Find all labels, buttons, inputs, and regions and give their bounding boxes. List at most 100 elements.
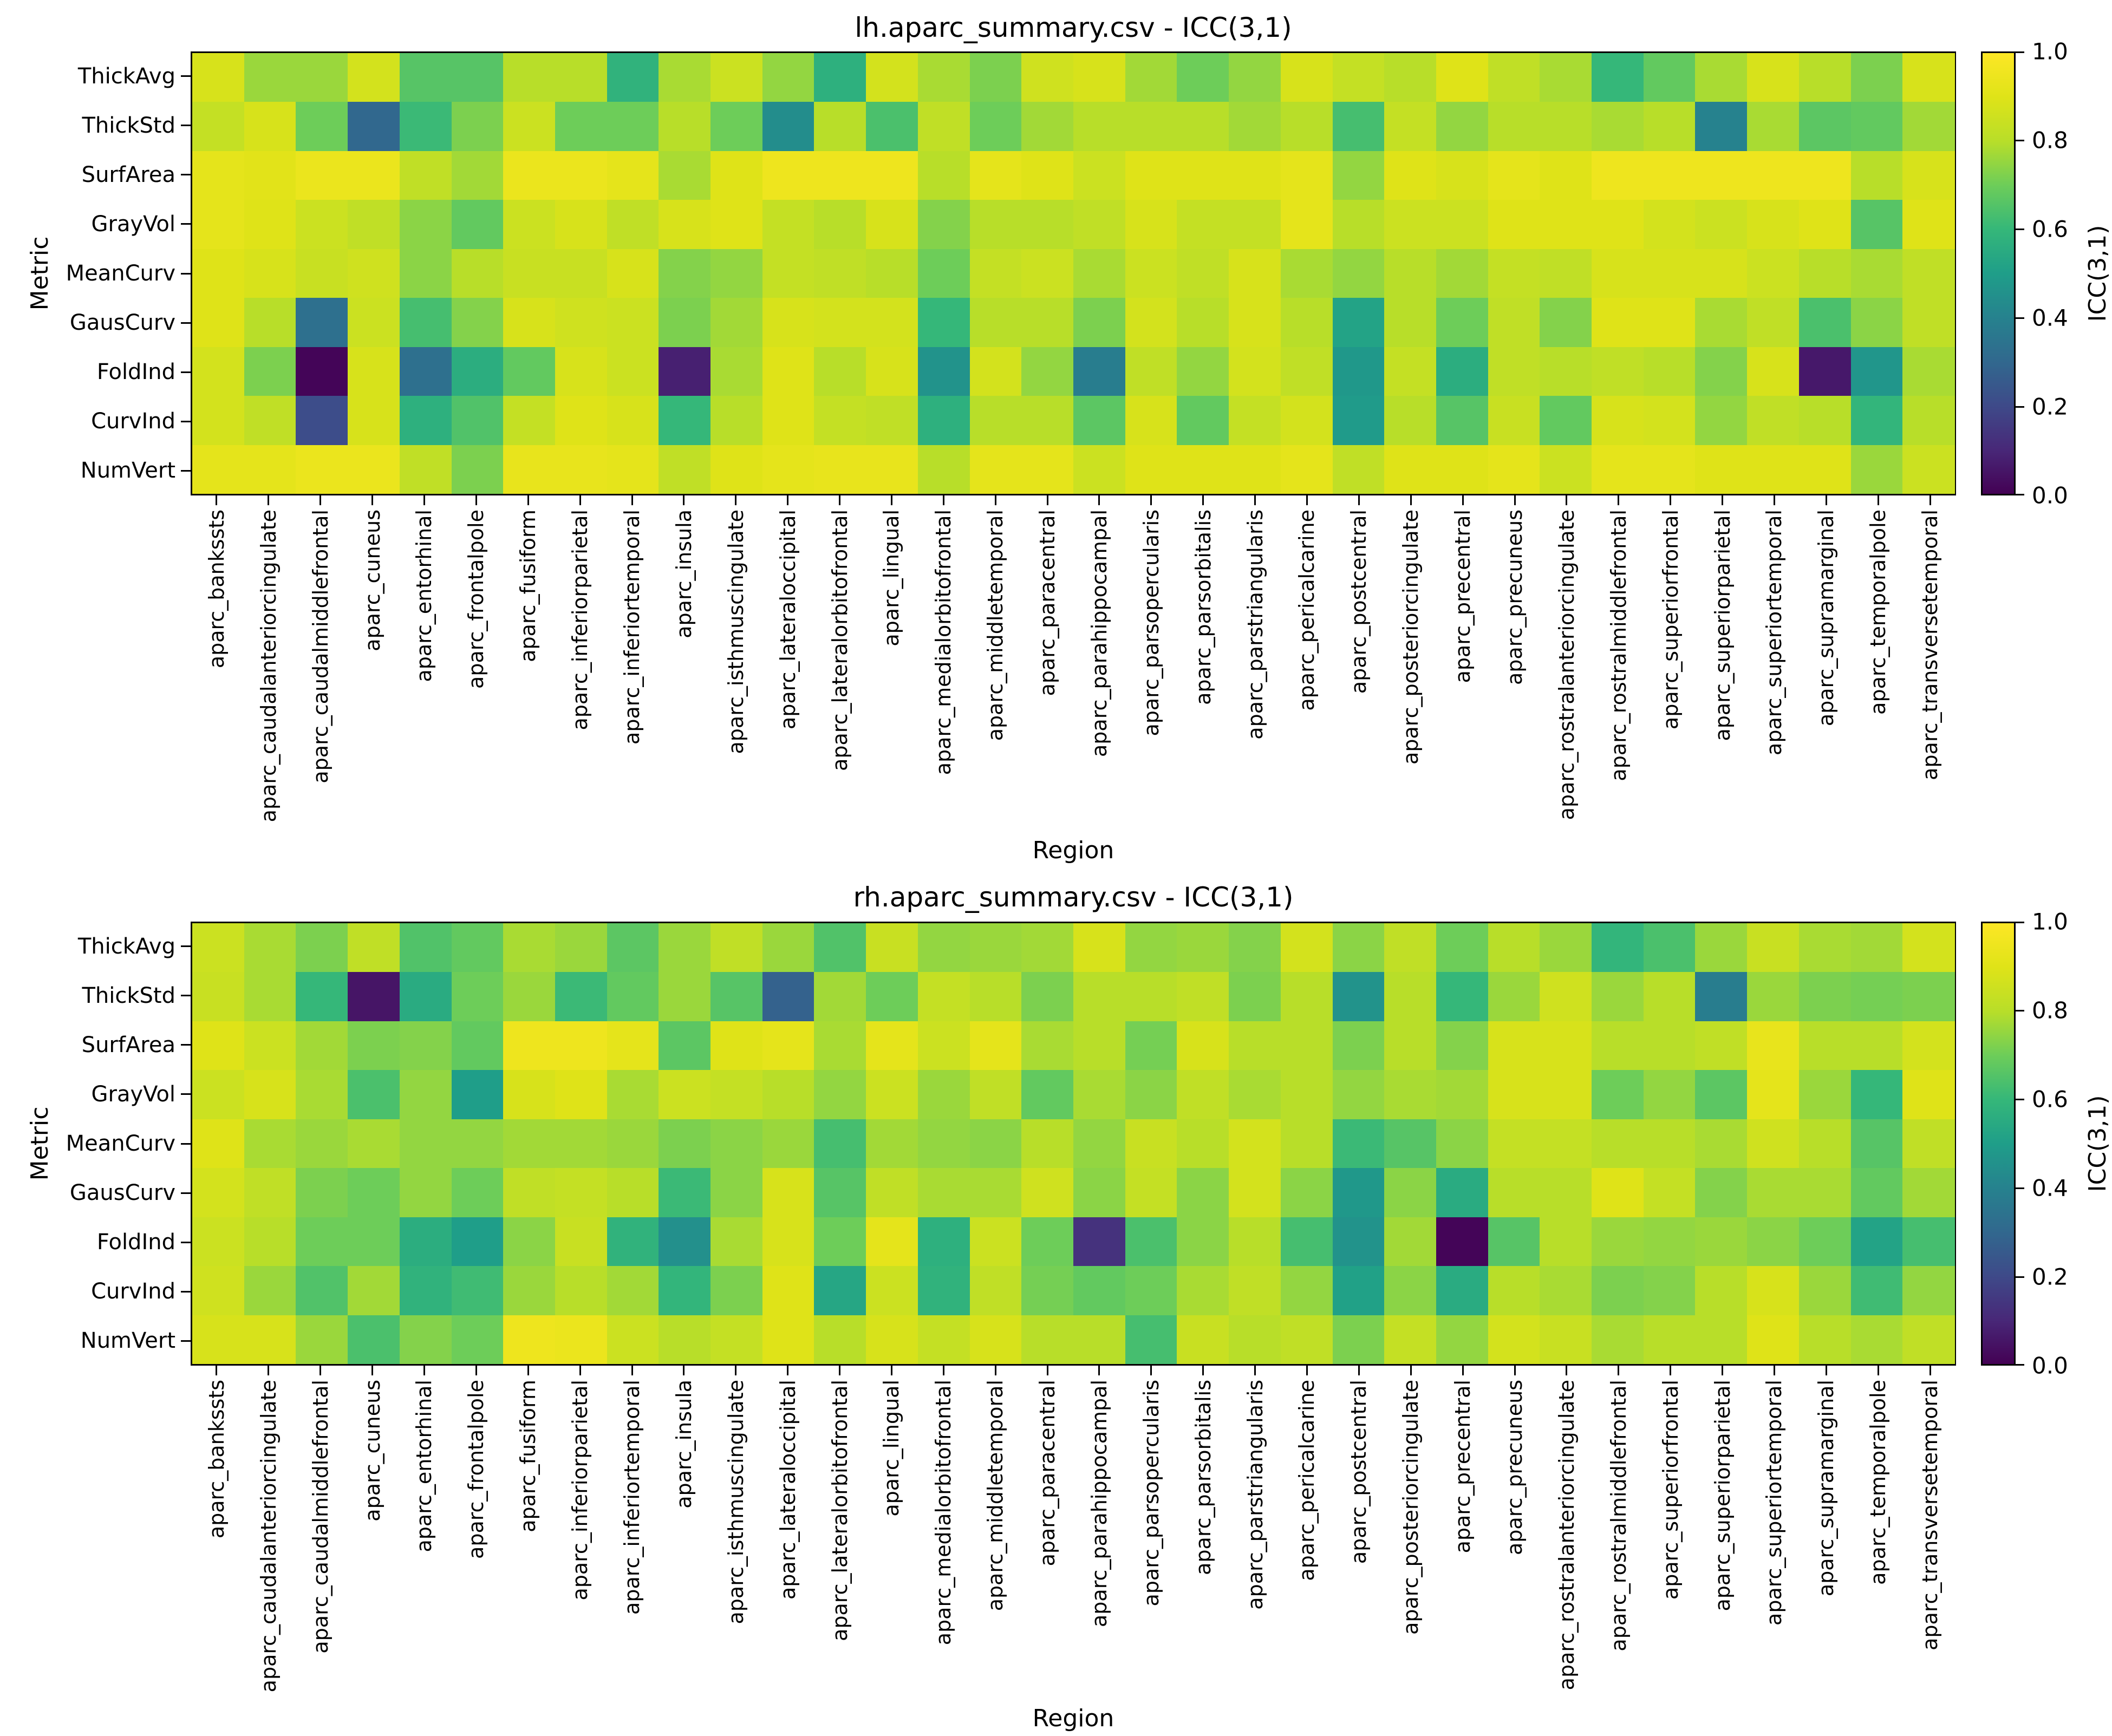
heatmap-cell (917, 347, 970, 396)
heatmap-cell (1643, 396, 1696, 445)
heatmap-cell (1229, 53, 1281, 102)
x-axis-label-lh: Region (1032, 837, 1114, 864)
heatmap-cell (296, 1266, 348, 1315)
colorbar-tick-label: 0.4 (2032, 1174, 2068, 1202)
colorbar-tick-mark (2016, 1098, 2024, 1100)
heatmap-cell (1902, 972, 1955, 1022)
heatmap-cell (1332, 1217, 1385, 1267)
heatmap-cell (1436, 445, 1489, 494)
heatmap-cell (348, 1266, 400, 1315)
heatmap-cell (1177, 1070, 1229, 1120)
heatmap-cell (1125, 1217, 1178, 1267)
heatmap-cell (1073, 151, 1126, 200)
heatmap-cell (244, 1021, 297, 1071)
x-tick-label: aparc_parahippocampal (1087, 1380, 1111, 1627)
heatmap-cell (1540, 298, 1592, 348)
heatmap-cell (1643, 972, 1696, 1022)
heatmap-cell (1643, 151, 1696, 200)
heatmap-cell (866, 102, 918, 152)
heatmap-cell (866, 1070, 918, 1120)
heatmap-cell (710, 972, 763, 1022)
heatmap-cell (1798, 396, 1852, 445)
heatmap-cell (969, 445, 1022, 494)
heatmap-cell (503, 1315, 556, 1365)
x-tick-mark (890, 495, 892, 505)
heatmap-cell (1073, 1266, 1126, 1315)
heatmap-cell (451, 1168, 504, 1218)
heatmap-cell (1436, 102, 1489, 152)
x-tick-mark (371, 1366, 374, 1375)
heatmap-cell (1332, 298, 1385, 348)
heatmap-cell (1125, 1070, 1178, 1120)
x-tick-mark (1306, 1366, 1308, 1375)
heatmap-cell (1540, 1119, 1592, 1169)
x-tick-mark (1462, 1366, 1464, 1375)
heatmap-cell (1177, 1315, 1229, 1365)
heatmap-cell (969, 1217, 1022, 1267)
heatmap-cell (1902, 53, 1955, 102)
heatmap-cell (399, 53, 452, 102)
heatmap-cell (503, 396, 556, 445)
heatmap-cell (1902, 347, 1955, 396)
colorbar-tick-label: 1.0 (2032, 38, 2068, 65)
heatmap-cell (1488, 1266, 1540, 1315)
y-tick-label: ThickAvg (77, 934, 175, 959)
heatmap-cell (710, 200, 763, 250)
colorbar-tick-label: 0.0 (2032, 482, 2068, 509)
y-tick-mark (181, 995, 191, 997)
x-tick-mark (942, 1366, 944, 1375)
heatmap-cell (917, 923, 970, 973)
colorbar-tick-label: 0.6 (2032, 1086, 2068, 1113)
heatmap-cell (555, 1070, 608, 1120)
heatmap-cell (917, 151, 970, 200)
heatmap-cell (1280, 298, 1333, 348)
heatmap-cell (399, 102, 452, 152)
heatmap-cell (1695, 445, 1748, 494)
x-tick-mark (631, 1366, 633, 1375)
heatmap-cell (1695, 249, 1748, 298)
heatmap-cell (244, 1266, 297, 1315)
x-tick-label: aparc_rostralanteriorcingulate (1554, 1380, 1579, 1691)
heatmap-cell (1280, 445, 1333, 494)
y-tick-label: FoldInd (96, 360, 175, 385)
heatmap-cell (1229, 1119, 1281, 1169)
heatmap-cell (814, 445, 866, 494)
heatmap-cell (503, 1070, 556, 1120)
heatmap-cell (1177, 102, 1229, 152)
x-tick-label: aparc_isthmuscingulate (723, 1380, 748, 1624)
heatmap-cell (348, 972, 400, 1022)
colorbar-lh (1981, 51, 2016, 495)
heatmap-cell (1021, 923, 1074, 973)
heatmap-cell (866, 200, 918, 250)
heatmap-cell (192, 1070, 245, 1120)
heatmap-cell (1229, 200, 1281, 250)
heatmap-cell (1280, 1021, 1333, 1071)
heatmap-cell (1695, 1168, 1748, 1218)
heatmap-cell (1747, 298, 1800, 348)
heatmap-cell (969, 1021, 1022, 1071)
heatmap-cell (762, 1315, 815, 1365)
heatmap-cell (1798, 249, 1852, 298)
heatmap-cell (1177, 151, 1229, 200)
heatmap-cell (1850, 151, 1903, 200)
heatmap-cell (710, 1070, 763, 1120)
heatmap-cell (244, 151, 297, 200)
heatmap-cell (1073, 445, 1126, 494)
heatmap-cell (1229, 396, 1281, 445)
x-tick-mark (320, 495, 322, 505)
heatmap-cell (451, 1070, 504, 1120)
colorbar-tick-mark (2016, 228, 2024, 230)
y-tick-label: ThickAvg (77, 63, 175, 89)
heatmap-cell (762, 249, 815, 298)
heatmap-cell (1747, 1070, 1800, 1120)
heatmap-cell (1850, 298, 1903, 348)
heatmap-cell (1177, 445, 1229, 494)
y-tick-label: MeanCurv (66, 261, 175, 286)
heatmap-cell (762, 102, 815, 152)
y-tick-mark (181, 322, 191, 324)
heatmap-cell (1902, 102, 1955, 152)
heatmap-cell (1384, 102, 1437, 152)
heatmap-cell (607, 1315, 659, 1365)
heatmap-cell (969, 249, 1022, 298)
heatmap-cell (555, 53, 608, 102)
